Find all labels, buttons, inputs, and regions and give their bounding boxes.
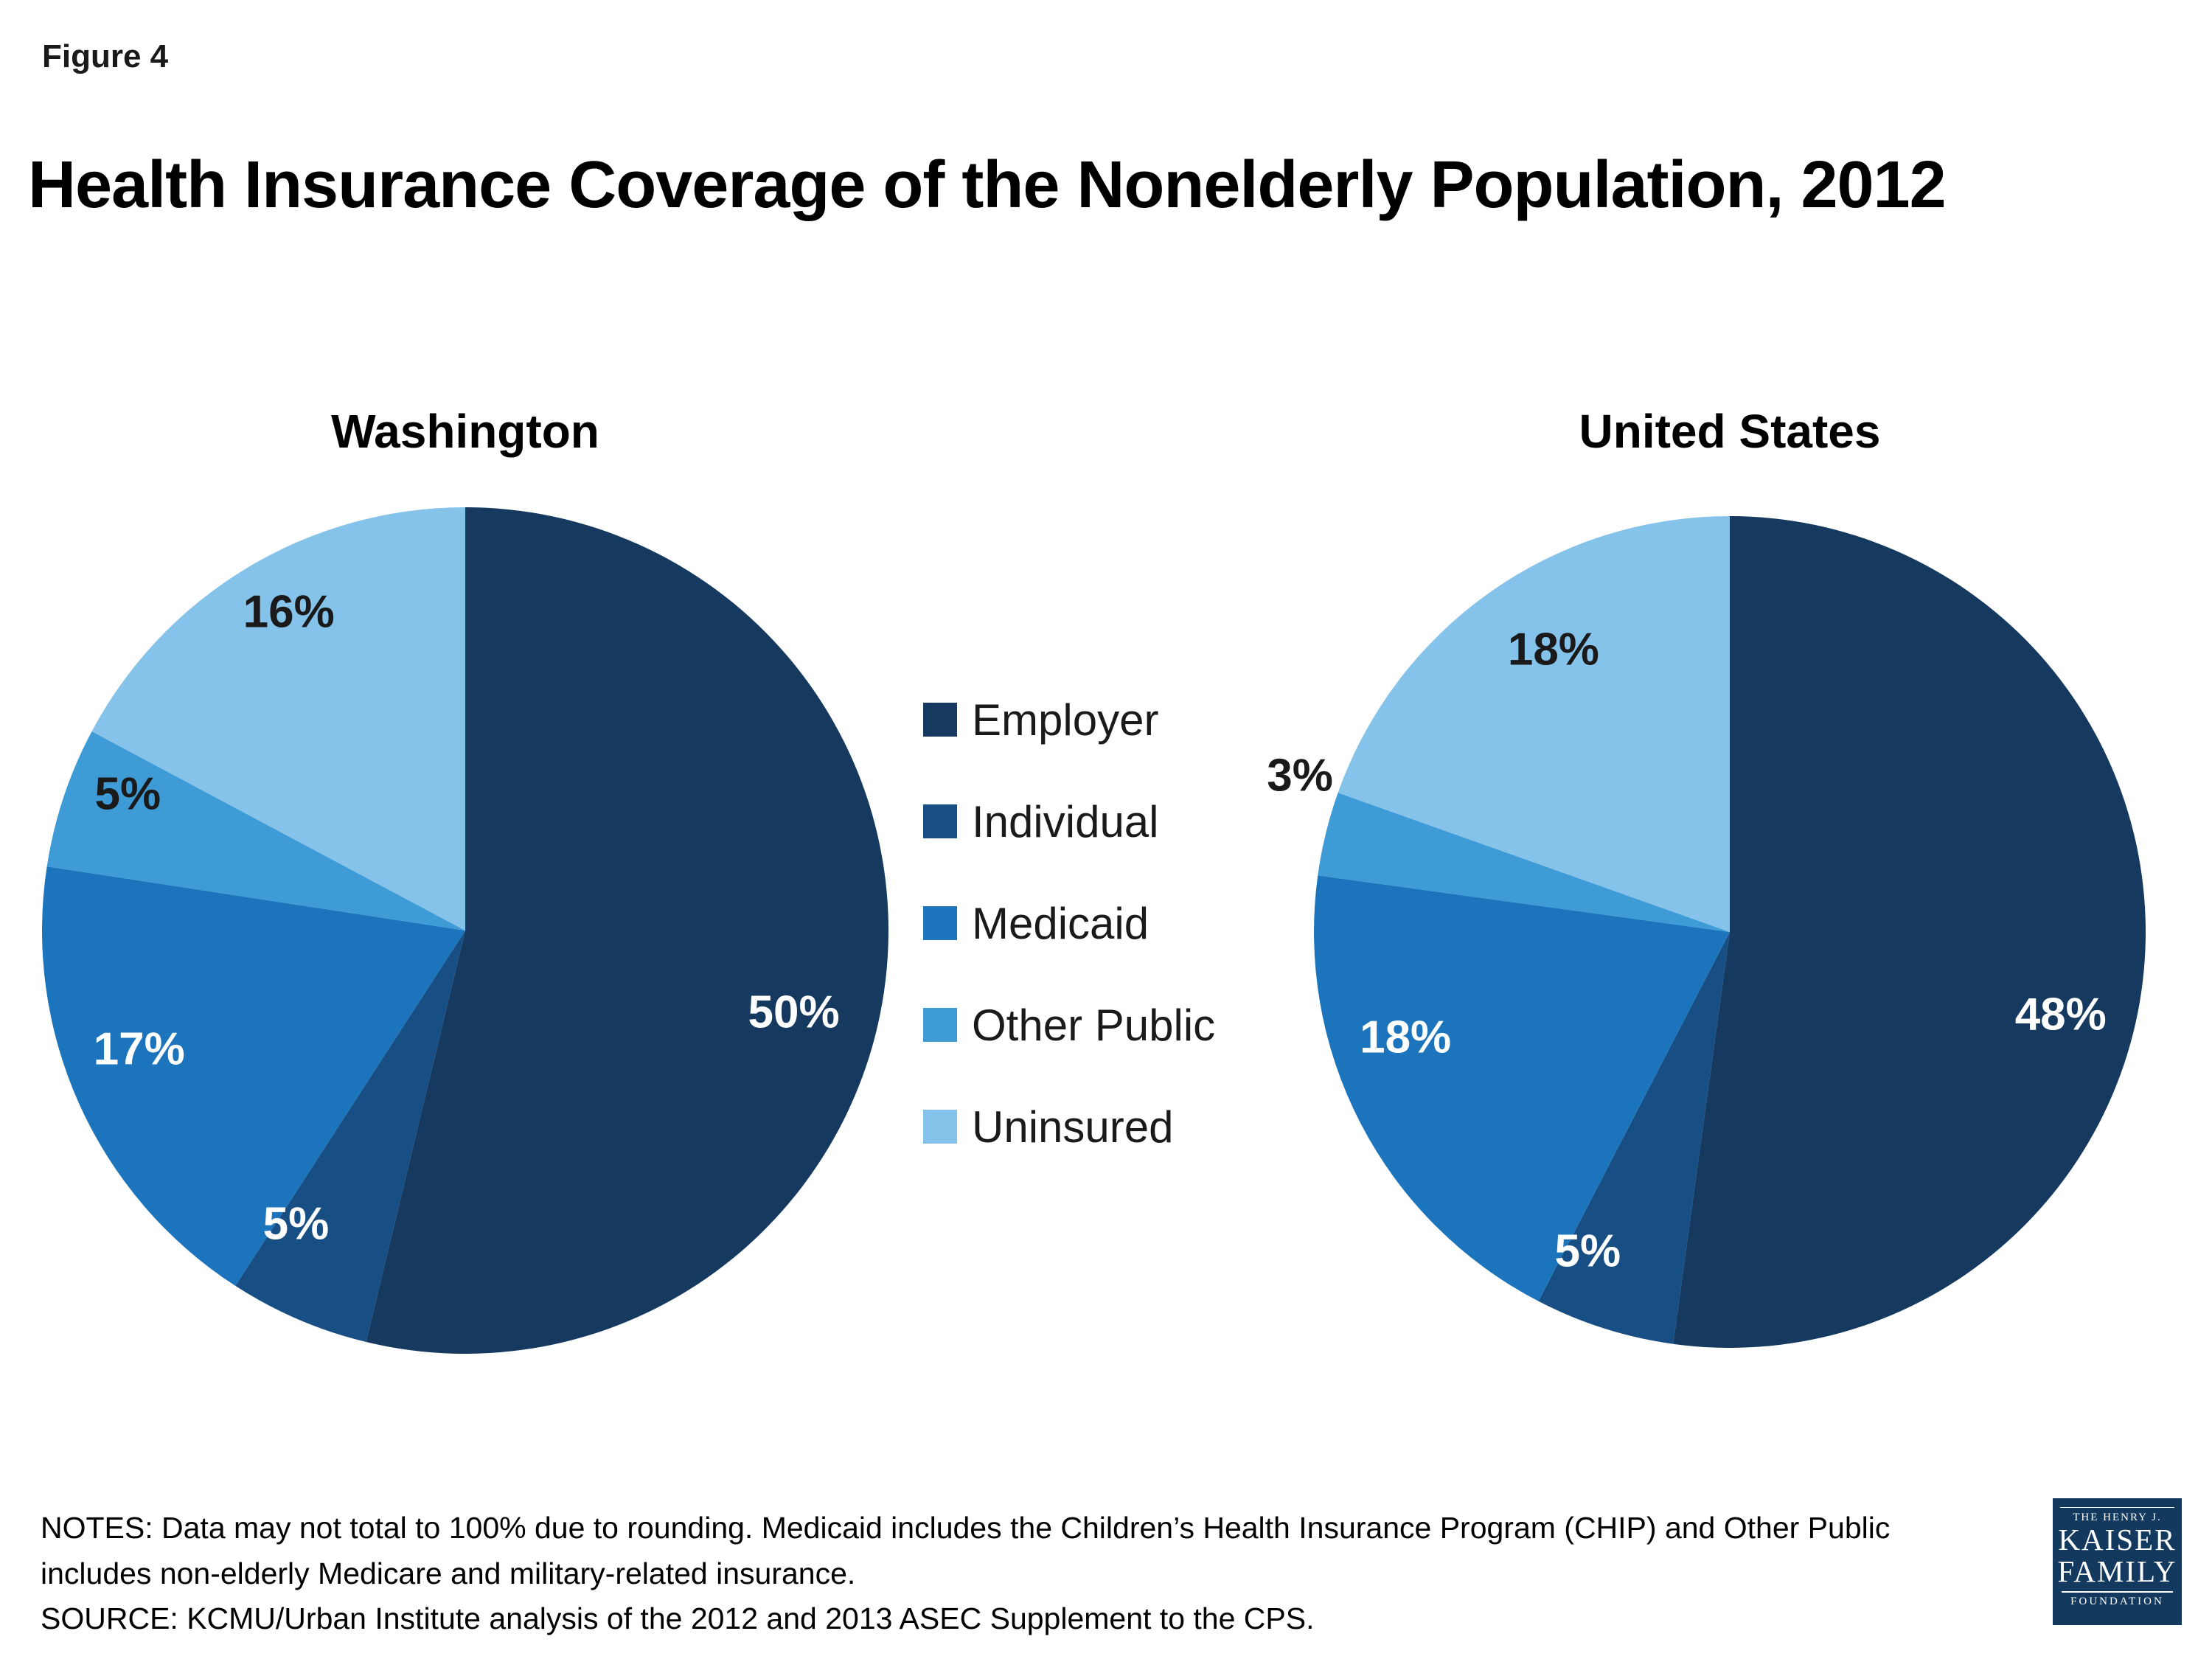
pie-value-label-individual: 5% (1554, 1225, 1621, 1277)
chart-legend: Employer Individual Medicaid Other Publi… (923, 694, 1215, 1203)
legend-item-individual: Individual (923, 796, 1215, 847)
pie-slice-uninsured (1338, 516, 1730, 932)
pie-slice-employer (1673, 516, 2146, 1349)
legend-label-uninsured: Uninsured (972, 1102, 1174, 1152)
legend-item-uninsured: Uninsured (923, 1101, 1215, 1152)
pie-svg (1314, 516, 2146, 1349)
legend-label-other-public: Other Public (972, 1000, 1216, 1050)
pie-value-label-other-public: 5% (94, 768, 161, 820)
legend-item-other-public: Other Public (923, 999, 1215, 1051)
legend-label-individual: Individual (972, 796, 1159, 846)
pie-svg (42, 507, 888, 1354)
legend-label-medicaid: Medicaid (972, 898, 1150, 948)
notes-text: NOTES: Data may not total to 100% due to… (41, 1511, 1891, 1590)
pie-value-label-medicaid: 18% (1360, 1012, 1452, 1063)
legend-swatch-medicaid (923, 906, 957, 940)
pie-slice-employer (366, 507, 888, 1354)
pie-value-label-other-public: 3% (1267, 750, 1333, 801)
pie-chart-washington: 50% 5% 17% 5% 16% (42, 507, 888, 1354)
pie-chart-united-states: 48% 5% 18% 3% 18% (1267, 516, 2146, 1349)
pie-heading-united-states: United States (1579, 405, 1881, 458)
legend-label-employer: Employer (972, 695, 1159, 745)
logo-line-the-henry-j: THE HENRY J. (2060, 1507, 2174, 1524)
pie-slice-individual (1538, 932, 1730, 1344)
logo-line-family: FAMILY (2057, 1554, 2177, 1589)
logo-divider (2062, 1591, 2173, 1593)
pie-slice-individual (235, 931, 465, 1343)
pie-value-label-uninsured: 18% (1507, 624, 1599, 675)
pie-slice-medicaid (42, 866, 465, 1286)
pie-slice-other-public (1318, 793, 1730, 932)
pie-slice-uninsured (91, 507, 466, 931)
page-title: Health Insurance Coverage of the Nonelde… (28, 148, 1947, 223)
legend-swatch-other-public (923, 1008, 957, 1042)
legend-swatch-employer (923, 703, 957, 737)
pie-value-label-employer: 48% (2014, 989, 2107, 1040)
kaiser-family-foundation-logo: THE HENRY J. KAISER FAMILY FOUNDATION (2053, 1498, 2182, 1625)
source-text: SOURCE: KCMU/Urban Institute analysis of… (41, 1601, 1315, 1635)
pie-slice-medicaid (1314, 875, 1730, 1301)
legend-swatch-individual (923, 804, 957, 838)
logo-line-foundation: FOUNDATION (2070, 1596, 2164, 1608)
pie-value-label-employer: 50% (748, 987, 840, 1038)
pie-value-label-individual: 5% (262, 1198, 330, 1250)
pie-slice-other-public (46, 731, 465, 931)
notes-block: NOTES: Data may not total to 100% due to… (41, 1506, 2002, 1642)
logo-line-kaiser: KAISER (2058, 1523, 2177, 1557)
pie-value-label-uninsured: 16% (243, 586, 335, 638)
legend-swatch-uninsured (923, 1110, 957, 1144)
pie-heading-washington: Washington (331, 405, 599, 458)
legend-item-employer: Employer (923, 694, 1215, 745)
legend-item-medicaid: Medicaid (923, 897, 1215, 949)
pie-value-label-medicaid: 17% (93, 1023, 185, 1075)
figure-label: Figure 4 (42, 38, 169, 74)
